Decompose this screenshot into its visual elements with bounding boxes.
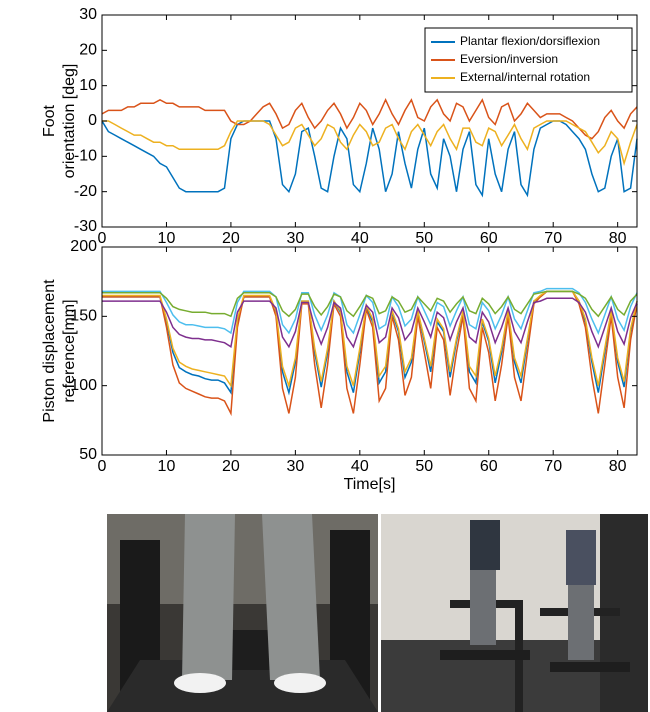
y-tick-label: 150 <box>70 308 97 325</box>
x-tick-label: 30 <box>286 458 304 475</box>
x-tick-label: 60 <box>480 230 498 247</box>
plot-area <box>102 247 637 455</box>
x-tick-label: 70 <box>544 230 562 247</box>
x-tick-label: 40 <box>351 458 369 475</box>
legend-label: Plantar flexion/dorsiflexion <box>460 34 600 48</box>
x-tick-label: 50 <box>415 458 433 475</box>
y-axis-label: Piston displacement <box>41 279 58 423</box>
x-tick-label: 20 <box>222 230 240 247</box>
y-tick-label: 10 <box>79 77 97 94</box>
legend-box <box>424 27 633 93</box>
x-tick-label: 0 <box>98 458 107 475</box>
y-tick-label: -10 <box>74 148 97 165</box>
y-axis-label: orientation [deg] <box>61 64 78 179</box>
y-tick-label: 200 <box>70 238 97 255</box>
y-tick-label: 100 <box>70 377 97 394</box>
y-tick-label: 0 <box>88 112 97 129</box>
y-tick-label: -20 <box>74 183 97 200</box>
x-tick-label: 40 <box>351 230 369 247</box>
photo-left <box>107 514 378 712</box>
x-tick-label: 20 <box>222 458 240 475</box>
legend-label: Eversion/inversion <box>460 52 558 66</box>
x-tick-label: 50 <box>415 230 433 247</box>
legend-label: External/internal rotation <box>460 70 590 84</box>
x-tick-label: 10 <box>158 230 176 247</box>
series-line <box>102 287 638 335</box>
y-tick-label: 30 <box>79 6 97 23</box>
series-line <box>101 120 638 198</box>
x-tick-label: 80 <box>609 230 627 247</box>
series-line <box>101 97 638 140</box>
legend: Plantar flexion/dorsiflexion Eversion/inv… <box>424 27 633 93</box>
y-axis-label: reference[mm] <box>61 299 78 402</box>
y-tick-label: -30 <box>74 218 97 235</box>
y-axis-label: Foot <box>41 104 58 137</box>
photo-right <box>381 514 648 712</box>
plot-frame <box>101 246 638 456</box>
x-tick-label: 0 <box>98 230 107 247</box>
x-tick-label: 80 <box>609 458 627 475</box>
y-tick-label: 20 <box>79 42 97 59</box>
x-tick-label: 70 <box>544 458 562 475</box>
x-axis-label: Time[s] <box>344 476 396 493</box>
x-tick-label: 10 <box>158 458 176 475</box>
y-tick-label: 50 <box>79 446 97 463</box>
series-line <box>102 120 638 167</box>
series-line <box>102 297 638 349</box>
x-tick-label: 60 <box>480 458 498 475</box>
series-line <box>102 290 638 318</box>
x-tick-label: 30 <box>286 230 304 247</box>
